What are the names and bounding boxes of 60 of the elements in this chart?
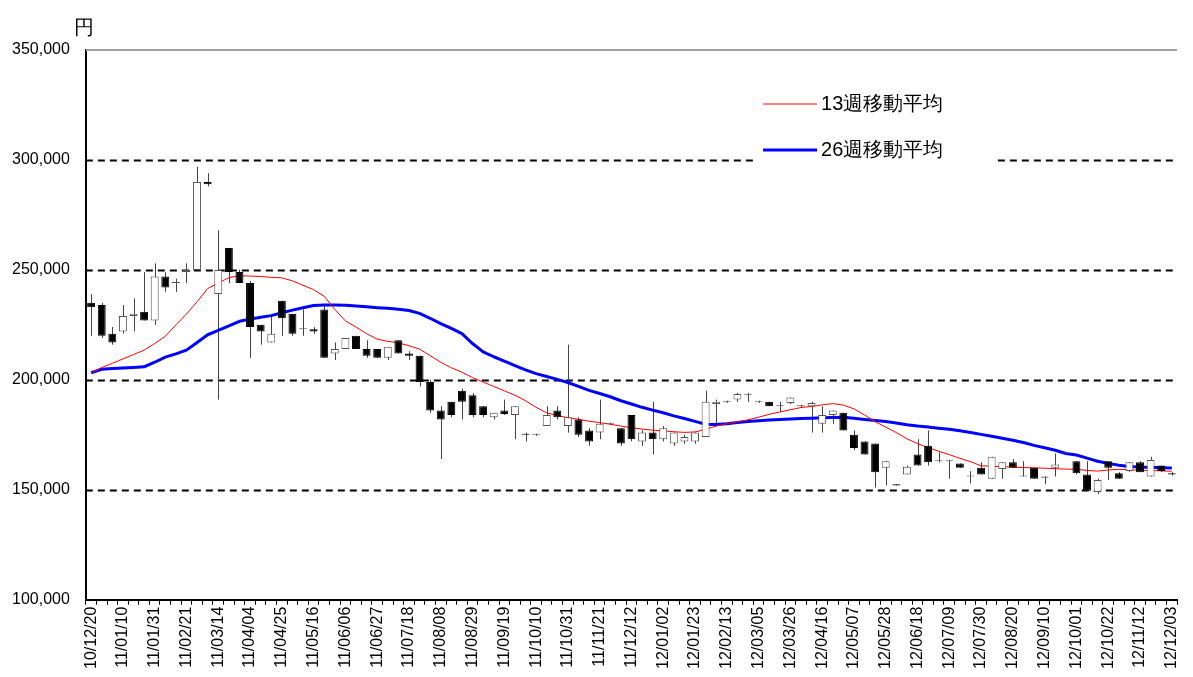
x-tick-label: 12/01/02: [653, 606, 671, 669]
x-tick-label: 12/08/20: [1003, 606, 1021, 669]
legend-label: 13週移動平均: [821, 91, 944, 114]
x-tick-label: 12/07/09: [939, 606, 957, 669]
x-tick-label: 11/10/10: [526, 606, 544, 668]
x-tick-label: 11/08/29: [462, 606, 480, 668]
candlestick: [161, 271, 170, 293]
x-tick-label: 12/04/16: [812, 606, 830, 669]
x-tick-label: 12/09/10: [1035, 606, 1053, 669]
candlestick: [267, 315, 276, 343]
y-tick-label: 250,000: [11, 260, 70, 278]
y-tick-label: 150,000: [11, 480, 70, 498]
x-tick-label: 11/06/27: [367, 606, 385, 668]
y-tick-label: 300,000: [11, 150, 70, 168]
x-tick-label: 11/02/21: [176, 606, 194, 668]
candlestick: [818, 405, 827, 434]
x-tick-label: 11/04/04: [240, 606, 258, 668]
x-tick-label: 12/05/07: [844, 606, 862, 669]
x-tick-label: 12/10/01: [1066, 606, 1084, 669]
x-tick-label: 11/11/21: [590, 606, 608, 667]
x-tick-label: 10/12/20: [81, 606, 99, 669]
x-tick-label: 11/03/14: [208, 606, 226, 668]
x-tick-label: 12/03/05: [749, 606, 766, 669]
x-tick-label: 12/12/03: [1162, 606, 1180, 669]
y-tick-label: 100,000: [11, 590, 70, 608]
candlestick: [457, 388, 466, 420]
x-tick-label: 12/10/22: [1098, 606, 1116, 669]
x-tick-label: 12/02/13: [717, 606, 735, 669]
candlestick: [563, 344, 572, 434]
y-tick-label: 200,000: [11, 370, 70, 388]
x-tick-label: 12/07/30: [971, 606, 989, 669]
candlestick: [924, 429, 933, 467]
x-tick-label: 11/06/06: [335, 606, 353, 668]
candlestick: [118, 304, 127, 335]
y-axis-title: 円: [73, 15, 94, 38]
candlestick: [1051, 452, 1060, 478]
x-tick-label: 12/05/28: [876, 606, 894, 669]
candlestick: [881, 460, 890, 486]
x-tick-label: 12/01/23: [685, 606, 703, 669]
x-tick-label: 11/07/18: [399, 606, 417, 668]
x-tick-label: 11/08/08: [431, 606, 449, 668]
x-tick-label: 11/01/31: [145, 606, 163, 668]
legend-label: 26週移動平均: [821, 137, 944, 160]
candlestick: [214, 229, 223, 401]
candlestick: [436, 405, 445, 460]
candlestick: [595, 399, 604, 440]
x-tick-label: 11/04/25: [272, 606, 290, 668]
x-tick-label: 12/11/12: [1130, 606, 1148, 668]
x-tick-label: 11/10/31: [558, 606, 576, 668]
x-tick-label: 11/12/12: [621, 606, 639, 668]
candlestick: [468, 392, 477, 418]
x-tick-label: 11/09/19: [494, 606, 512, 668]
x-tick-label: 12/06/18: [907, 606, 925, 669]
x-tick-label: 11/01/10: [113, 606, 131, 668]
x-tick-label: 12/03/26: [780, 606, 798, 669]
y-tick-label: 350,000: [11, 40, 70, 58]
x-tick-label: 11/05/16: [304, 606, 322, 668]
candlestick: [277, 300, 286, 337]
candlestick: [140, 271, 149, 321]
candlestick: [627, 414, 636, 442]
